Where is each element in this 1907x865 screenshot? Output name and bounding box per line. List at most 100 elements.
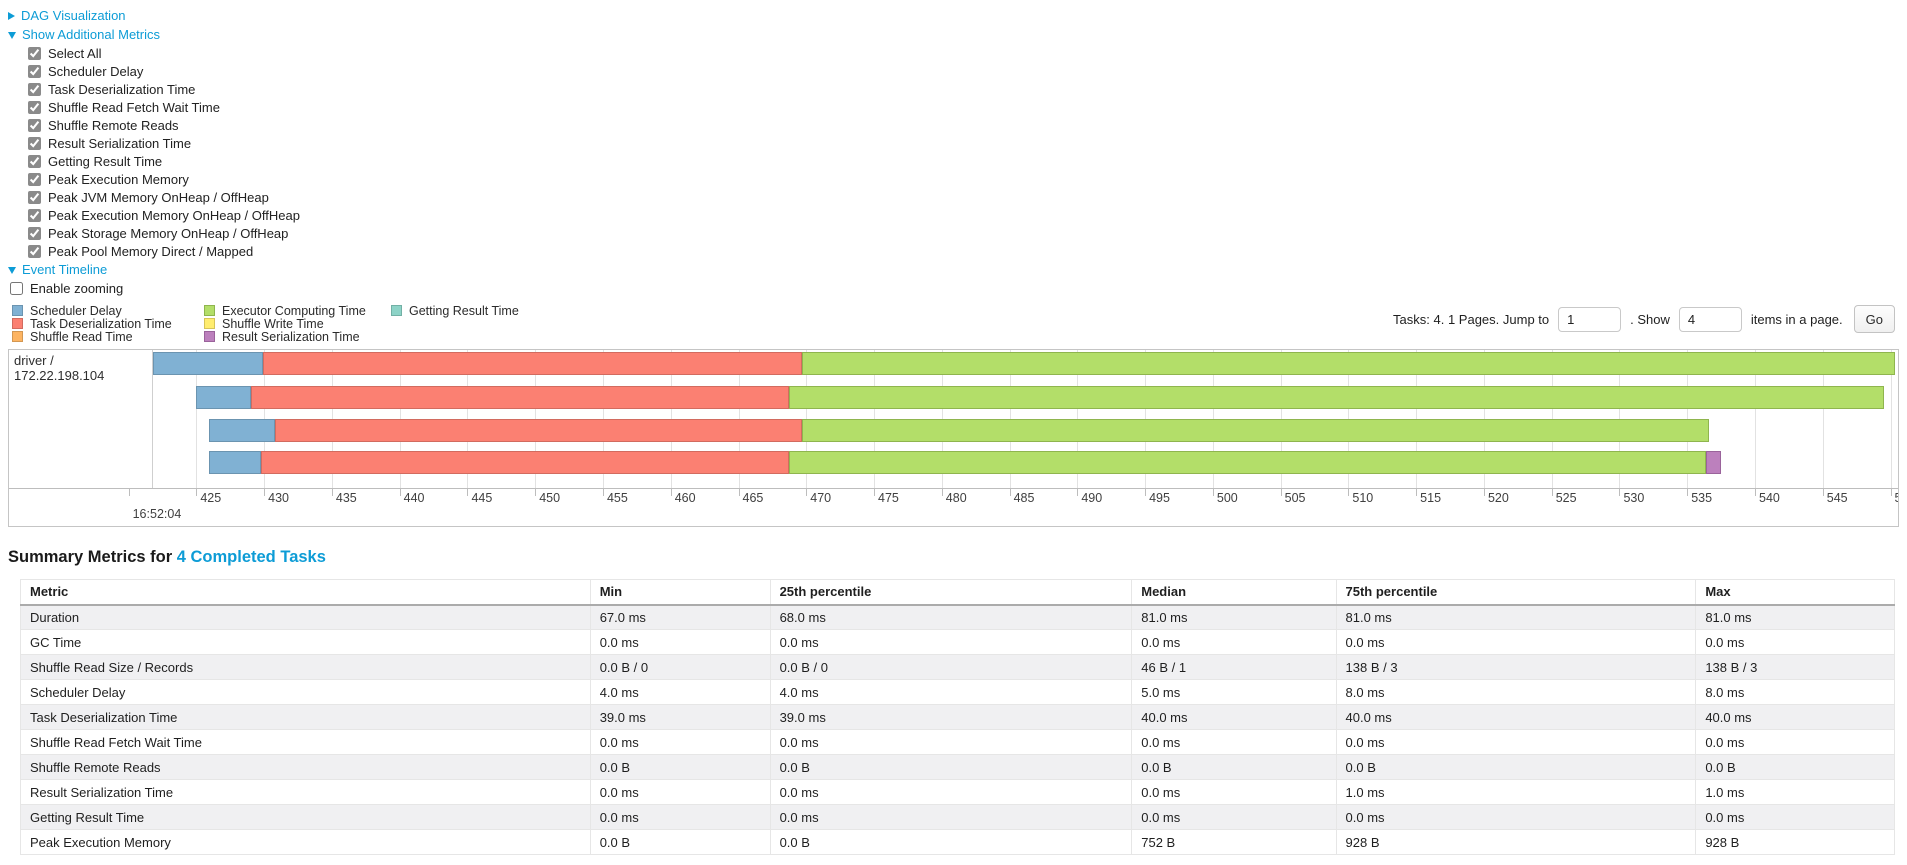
dag-visualization-toggle[interactable]: DAG Visualization bbox=[8, 6, 1899, 25]
table-header-cell: Metric bbox=[20, 579, 591, 606]
timeline-axis-tick bbox=[535, 488, 537, 496]
table-cell: 0.0 B / 0 bbox=[769, 654, 1133, 680]
metric-checkbox-list: Select All Scheduler Delay Task Deserializ… bbox=[28, 44, 1899, 260]
legend-column-3: Getting Result Time bbox=[391, 304, 519, 318]
table-cell: 0.0 B bbox=[769, 829, 1133, 855]
metric-checkbox-label: Task Deserialization Time bbox=[48, 81, 196, 97]
legend-item-label: Task Deserialization Time bbox=[30, 316, 172, 331]
metric-checkbox-11[interactable] bbox=[28, 244, 41, 258]
event-timeline-toggle[interactable]: Event Timeline bbox=[8, 260, 1899, 279]
table-row: Result Serialization Time 0.0 ms 0.0 ms 0.0… bbox=[20, 779, 1895, 805]
event-timeline-label: Event Timeline bbox=[22, 262, 108, 277]
pagination-mid-text: . Show bbox=[1630, 311, 1670, 327]
table-cell: 4.0 ms bbox=[589, 679, 771, 705]
timeline-axis-label: 480 bbox=[945, 491, 967, 505]
metric-checkbox-7[interactable] bbox=[28, 172, 41, 186]
table-cell: 0.0 B bbox=[1335, 754, 1697, 780]
task-bar-segment-task-deserialization[interactable] bbox=[274, 419, 803, 442]
table-cell: 0.0 ms bbox=[589, 729, 771, 755]
timeline-axis-tick bbox=[1483, 488, 1485, 496]
metric-checkbox-label: Peak Pool Memory Direct / Mapped bbox=[48, 243, 254, 259]
table-cell: 928 B bbox=[1695, 829, 1895, 855]
legend-item-label: Scheduler Delay bbox=[30, 303, 122, 318]
metric-checkbox-9[interactable] bbox=[28, 208, 41, 222]
table-cell: Shuffle Read Fetch Wait Time bbox=[20, 729, 591, 755]
timeline-gridline bbox=[1822, 350, 1824, 488]
summary-metrics-table: Metric Min 25th percentile Median 75th perce… bbox=[20, 579, 1895, 855]
metric-checkbox-8[interactable] bbox=[28, 190, 41, 204]
items-per-page-input[interactable] bbox=[1678, 306, 1742, 332]
expanded-arrow-icon bbox=[8, 32, 16, 39]
timeline-axis-tick bbox=[1416, 488, 1418, 496]
legend-pagination-strip: Scheduler Delay Task Deserialization Time… bbox=[8, 302, 1899, 349]
table-cell: 0.0 ms bbox=[1335, 804, 1697, 830]
result-serialization-swatch-icon bbox=[204, 331, 215, 342]
task-bar-segment-task-deserialization[interactable] bbox=[250, 386, 789, 409]
table-cell: 0.0 B bbox=[589, 754, 771, 780]
metric-checkbox-row: Peak JVM Memory OnHeap / OffHeap bbox=[28, 188, 1899, 206]
task-pagination: Tasks: 4. 1 Pages. Jump to . Show items … bbox=[1390, 305, 1895, 333]
metric-checkbox-6[interactable] bbox=[28, 154, 41, 168]
metric-checkbox-2[interactable] bbox=[28, 82, 41, 96]
table-cell: 0.0 B bbox=[589, 829, 771, 855]
table-cell: GC Time bbox=[20, 629, 591, 655]
timeline-axis-tick bbox=[1077, 488, 1079, 496]
task-bar-segment-scheduler-delay[interactable] bbox=[196, 386, 251, 409]
timeline-axis-tick bbox=[738, 488, 740, 496]
timeline-axis-tick bbox=[128, 488, 130, 496]
timeline-axis-label: 445 bbox=[471, 491, 493, 505]
task-bar-segment-executor-computing[interactable] bbox=[802, 352, 1895, 375]
table-cell: 0.0 ms bbox=[589, 804, 771, 830]
table-header-cell: Max bbox=[1695, 579, 1895, 606]
metric-checkbox-0[interactable] bbox=[28, 46, 41, 60]
metric-checkbox-3[interactable] bbox=[28, 100, 41, 114]
completed-tasks-link[interactable]: 4 Completed Tasks bbox=[176, 548, 326, 566]
go-button[interactable]: Go bbox=[1853, 305, 1895, 333]
timeline-axis-tick bbox=[264, 488, 266, 496]
timeline-axis-tick bbox=[806, 488, 808, 496]
event-timeline-chart: driver / 172.22.198.104 16:52:04 425 430 43… bbox=[8, 349, 1899, 527]
metric-checkbox-4[interactable] bbox=[28, 118, 41, 132]
table-cell: 0.0 ms bbox=[769, 729, 1133, 755]
task-bar-segment-executor-computing[interactable] bbox=[788, 386, 1884, 409]
table-header-cell: 75th percentile bbox=[1335, 579, 1697, 606]
metric-checkbox-row: Peak Execution Memory OnHeap / OffHeap bbox=[28, 206, 1899, 224]
show-additional-metrics-toggle[interactable]: Show Additional Metrics bbox=[8, 25, 1899, 44]
table-row: Shuffle Remote Reads 0.0 B 0.0 B 0.0 B 0.0 B… bbox=[20, 754, 1895, 780]
task-bar-segment-executor-computing[interactable] bbox=[802, 419, 1709, 442]
table-cell: 0.0 ms bbox=[769, 779, 1133, 805]
table-cell: Task Deserialization Time bbox=[20, 704, 591, 730]
task-bar-segment-task-deserialization[interactable] bbox=[262, 352, 803, 375]
timeline-axis-tick bbox=[1619, 488, 1621, 496]
table-header-cell: 25th percentile bbox=[769, 579, 1133, 606]
task-bar-segment-scheduler-delay[interactable] bbox=[208, 451, 262, 474]
shuffle-read-swatch-icon bbox=[12, 331, 23, 342]
metric-checkbox-5[interactable] bbox=[28, 136, 41, 150]
table-cell: 0.0 ms bbox=[1131, 629, 1337, 655]
metric-checkbox-row: Shuffle Read Fetch Wait Time bbox=[28, 98, 1899, 116]
table-cell: Shuffle Read Size / Records bbox=[20, 654, 591, 680]
enable-zooming-checkbox[interactable] bbox=[10, 281, 23, 295]
timeline-axis-major-label: 16:52:04 bbox=[132, 507, 182, 521]
table-cell: 138 B / 3 bbox=[1335, 654, 1697, 680]
table-cell: 0.0 B bbox=[1131, 754, 1337, 780]
expanded-arrow-icon bbox=[8, 267, 16, 274]
table-cell: 928 B bbox=[1335, 829, 1697, 855]
table-cell: 39.0 ms bbox=[769, 704, 1133, 730]
task-bar-segment-scheduler-delay[interactable] bbox=[153, 352, 263, 375]
shuffle-write-swatch-icon bbox=[204, 318, 215, 329]
timeline-axis-label: 500 bbox=[1216, 491, 1238, 505]
timeline-axis-tick bbox=[1687, 488, 1689, 496]
metric-checkbox-10[interactable] bbox=[28, 226, 41, 240]
task-bar-segment-result-serialization[interactable] bbox=[1706, 451, 1722, 474]
task-bar-segment-executor-computing[interactable] bbox=[788, 451, 1707, 474]
table-cell: 4.0 ms bbox=[769, 679, 1133, 705]
jump-to-page-input[interactable] bbox=[1558, 306, 1622, 332]
task-bar-segment-task-deserialization[interactable] bbox=[261, 451, 789, 474]
table-cell: 46 B / 1 bbox=[1131, 654, 1337, 680]
table-cell: 0.0 ms bbox=[1695, 729, 1895, 755]
task-bar-segment-scheduler-delay[interactable] bbox=[208, 419, 275, 442]
timeline-axis-tick bbox=[670, 488, 672, 496]
metric-checkbox-1[interactable] bbox=[28, 64, 41, 78]
metric-checkbox-label: Peak Execution Memory bbox=[48, 171, 189, 187]
